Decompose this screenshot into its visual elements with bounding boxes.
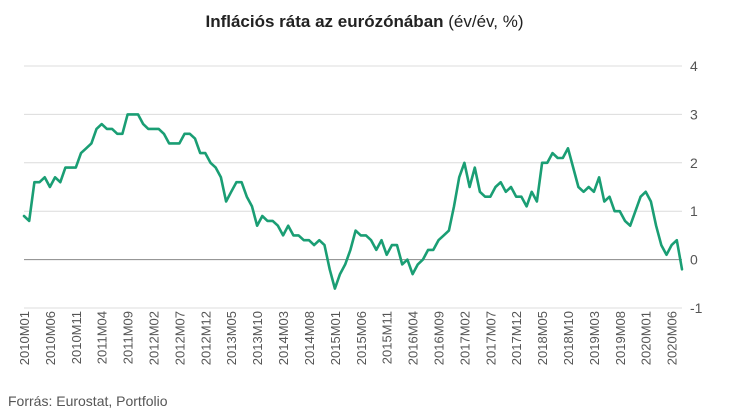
chart-title: Inflációs ráta az eurózónában (év/év, %) (0, 12, 729, 32)
y-tick-label: 4 (690, 58, 698, 74)
x-tick-label: 2012M12 (198, 311, 213, 365)
x-tick-label: 2011M04 (95, 311, 110, 364)
x-tick-label: 2016M04 (406, 311, 421, 365)
x-tick-label: 2010M01 (17, 311, 32, 365)
series-line (22, 113, 684, 290)
chart-title-unit: (év/év, %) (443, 12, 524, 31)
y-tick-label: -1 (690, 300, 703, 316)
x-tick-label: 2019M03 (587, 311, 602, 365)
x-tick-label: 2011M09 (121, 311, 136, 364)
y-tick-label: 1 (690, 203, 698, 219)
x-tick-label: 2016M09 (432, 311, 447, 365)
x-tick-label: 2020M01 (639, 311, 654, 365)
series-layer (22, 113, 684, 290)
x-tick-label: 2012M07 (172, 311, 187, 365)
x-tick-label: 2014M03 (276, 311, 291, 365)
source-note: Forrás: Eurostat, Portfolio (8, 393, 168, 409)
x-tick-label: 2017M07 (483, 311, 498, 365)
x-tick-label: 2017M12 (509, 311, 524, 365)
x-tick-label: 2015M11 (380, 311, 395, 364)
x-tick-label: 2015M01 (328, 311, 343, 365)
y-axis-tick-labels: 4 3 2 1 0 -1 (690, 58, 703, 316)
chart-title-main: Inflációs ráta az eurózónában (205, 12, 444, 31)
x-tick-label: 2010M11 (69, 311, 84, 364)
x-axis-tick-labels: 2010M01 2010M06 2010M11 2011M04 2011M09 2012M… (17, 311, 680, 365)
x-tick-label: 2017M02 (457, 311, 472, 365)
x-tick-label: 2014M08 (302, 311, 317, 365)
x-tick-label: 2018M10 (561, 311, 576, 365)
y-tick-label: 3 (690, 106, 698, 122)
y-tick-label: 0 (690, 252, 698, 268)
x-tick-label: 2018M05 (535, 311, 550, 365)
y-tick-label: 2 (690, 155, 698, 171)
x-tick-label: 2010M06 (43, 311, 58, 365)
x-tick-label: 2015M06 (354, 311, 369, 365)
x-tick-label: 2019M08 (613, 311, 628, 365)
x-tick-label: 2012M02 (147, 311, 162, 365)
x-tick-label: 2020M06 (665, 311, 680, 365)
grid-lines (24, 65, 682, 309)
x-tick-label: 2013M05 (224, 311, 239, 365)
x-tick-label: 2013M10 (250, 311, 265, 365)
